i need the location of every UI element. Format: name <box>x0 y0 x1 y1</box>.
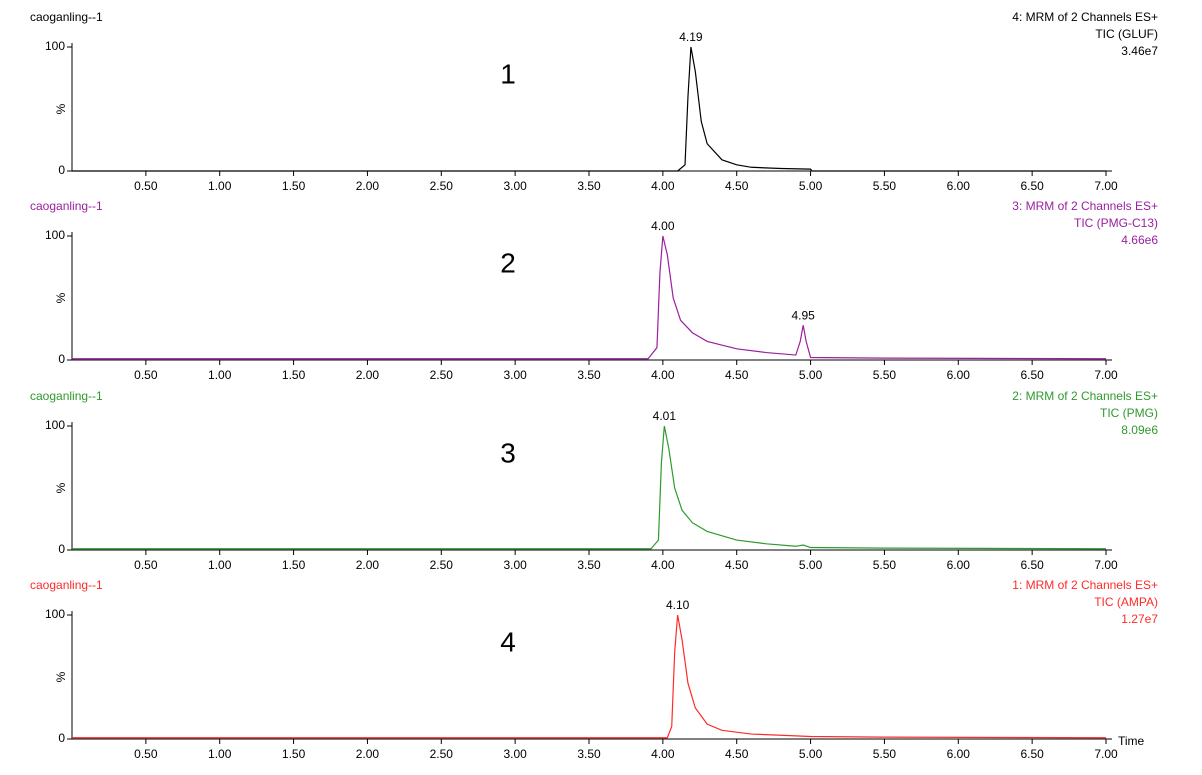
trace-line <box>72 614 1107 739</box>
y-axis-label: % <box>54 103 68 114</box>
x-tick-label: 1.00 <box>208 558 232 572</box>
x-tick-label: 2.50 <box>430 747 454 761</box>
x-tick-label: 4.00 <box>651 368 675 382</box>
x-tick-label: 5.00 <box>799 179 823 193</box>
x-tick-label: 2.50 <box>430 368 454 382</box>
intensity-label: 1.27e7 <box>1121 612 1158 626</box>
channel-label: 4: MRM of 2 Channels ES+ <box>1012 10 1158 24</box>
x-tick-label: 6.00 <box>947 747 971 761</box>
x-tick-label: 3.00 <box>503 747 527 761</box>
x-tick-label: 5.50 <box>873 368 897 382</box>
peak-label: 4.00 <box>651 219 675 233</box>
x-tick-label: 7.00 <box>1094 558 1118 572</box>
x-tick-label: 4.00 <box>651 747 675 761</box>
x-tick-label: 3.50 <box>577 747 601 761</box>
x-tick-label: 4.50 <box>725 747 749 761</box>
peak-label: 4.01 <box>653 409 677 423</box>
x-tick-label: 3.50 <box>577 368 601 382</box>
x-tick-label: 4.50 <box>725 558 749 572</box>
x-tick-label: 6.00 <box>947 368 971 382</box>
panel-number: 4 <box>500 626 516 657</box>
panel-number: 2 <box>500 247 516 278</box>
x-tick-label: 1.50 <box>282 558 306 572</box>
x-tick-label: 0.50 <box>134 558 158 572</box>
x-tick-label: 4.00 <box>651 179 675 193</box>
x-tick-label: 5.50 <box>873 558 897 572</box>
x-tick-label: 3.50 <box>577 179 601 193</box>
x-tick-label: 5.00 <box>799 747 823 761</box>
x-tick-label: 5.50 <box>873 179 897 193</box>
y-tick-label: 100 <box>45 228 65 242</box>
x-tick-label: 0.50 <box>134 179 158 193</box>
x-tick-label: 2.00 <box>356 558 380 572</box>
x-tick-label: 7.00 <box>1094 368 1118 382</box>
y-axis-label: % <box>54 671 68 682</box>
x-tick-label: 1.50 <box>282 179 306 193</box>
x-tick-label: 1.00 <box>208 368 232 382</box>
channel-label: 3: MRM of 2 Channels ES+ <box>1012 199 1158 213</box>
x-tick-label: 6.50 <box>1020 179 1044 193</box>
trace-line <box>72 235 1107 360</box>
y-tick-label: 0 <box>58 542 65 556</box>
x-tick-label: 2.00 <box>356 179 380 193</box>
x-tick-label: 6.50 <box>1020 368 1044 382</box>
x-axis-label: Time <box>1118 734 1145 748</box>
x-tick-label: 2.50 <box>430 558 454 572</box>
x-tick-label: 2.00 <box>356 747 380 761</box>
x-tick-label: 4.50 <box>725 179 749 193</box>
x-tick-label: 5.50 <box>873 747 897 761</box>
x-tick-label: 6.00 <box>947 179 971 193</box>
x-tick-label: 2.00 <box>356 368 380 382</box>
trace-label: TIC (PMG) <box>1100 406 1158 420</box>
channel-label: 1: MRM of 2 Channels ES+ <box>1012 578 1158 592</box>
intensity-label: 3.46e7 <box>1121 44 1158 58</box>
trace-line <box>72 425 1107 550</box>
x-tick-label: 5.00 <box>799 368 823 382</box>
x-tick-label: 0.50 <box>134 368 158 382</box>
x-tick-label: 2.50 <box>430 179 454 193</box>
trace-label: TIC (PMG-C13) <box>1074 216 1158 230</box>
panel-number: 1 <box>500 58 516 89</box>
channel-label: 2: MRM of 2 Channels ES+ <box>1012 389 1158 403</box>
x-tick-label: 0.50 <box>134 747 158 761</box>
y-axis-label: % <box>54 292 68 303</box>
trace-label: TIC (GLUF) <box>1095 27 1158 41</box>
trace-label: TIC (AMPA) <box>1094 595 1158 609</box>
x-tick-label: 3.50 <box>577 558 601 572</box>
x-tick-label: 1.00 <box>208 747 232 761</box>
x-tick-label: 6.50 <box>1020 747 1044 761</box>
y-axis-label: % <box>54 482 68 493</box>
sample-name: caoganling--1 <box>30 10 103 24</box>
x-tick-label: 3.00 <box>503 558 527 572</box>
x-tick-label: 1.50 <box>282 368 306 382</box>
x-tick-label: 4.50 <box>725 368 749 382</box>
sample-name: caoganling--1 <box>30 578 103 592</box>
x-tick-label: 6.00 <box>947 558 971 572</box>
x-tick-label: 7.00 <box>1094 747 1118 761</box>
peak-label: 4.95 <box>792 308 816 322</box>
x-tick-label: 3.00 <box>503 179 527 193</box>
panel-number: 3 <box>500 437 516 468</box>
y-tick-label: 0 <box>58 163 65 177</box>
intensity-label: 4.66e6 <box>1121 233 1158 247</box>
y-tick-label: 100 <box>45 607 65 621</box>
x-tick-label: 1.50 <box>282 747 306 761</box>
x-tick-label: 1.00 <box>208 179 232 193</box>
peak-label: 4.10 <box>666 598 690 612</box>
intensity-label: 8.09e6 <box>1121 423 1158 437</box>
x-tick-label: 3.00 <box>503 368 527 382</box>
x-tick-label: 6.50 <box>1020 558 1044 572</box>
y-tick-label: 0 <box>58 352 65 366</box>
y-tick-label: 100 <box>45 418 65 432</box>
y-tick-label: 0 <box>58 731 65 745</box>
x-tick-label: 5.00 <box>799 558 823 572</box>
sample-name: caoganling--1 <box>30 389 103 403</box>
sample-name: caoganling--1 <box>30 199 103 213</box>
y-tick-label: 100 <box>45 39 65 53</box>
x-tick-label: 7.00 <box>1094 179 1118 193</box>
trace-line <box>72 46 1106 172</box>
x-tick-label: 4.00 <box>651 558 675 572</box>
peak-label: 4.19 <box>679 30 703 44</box>
